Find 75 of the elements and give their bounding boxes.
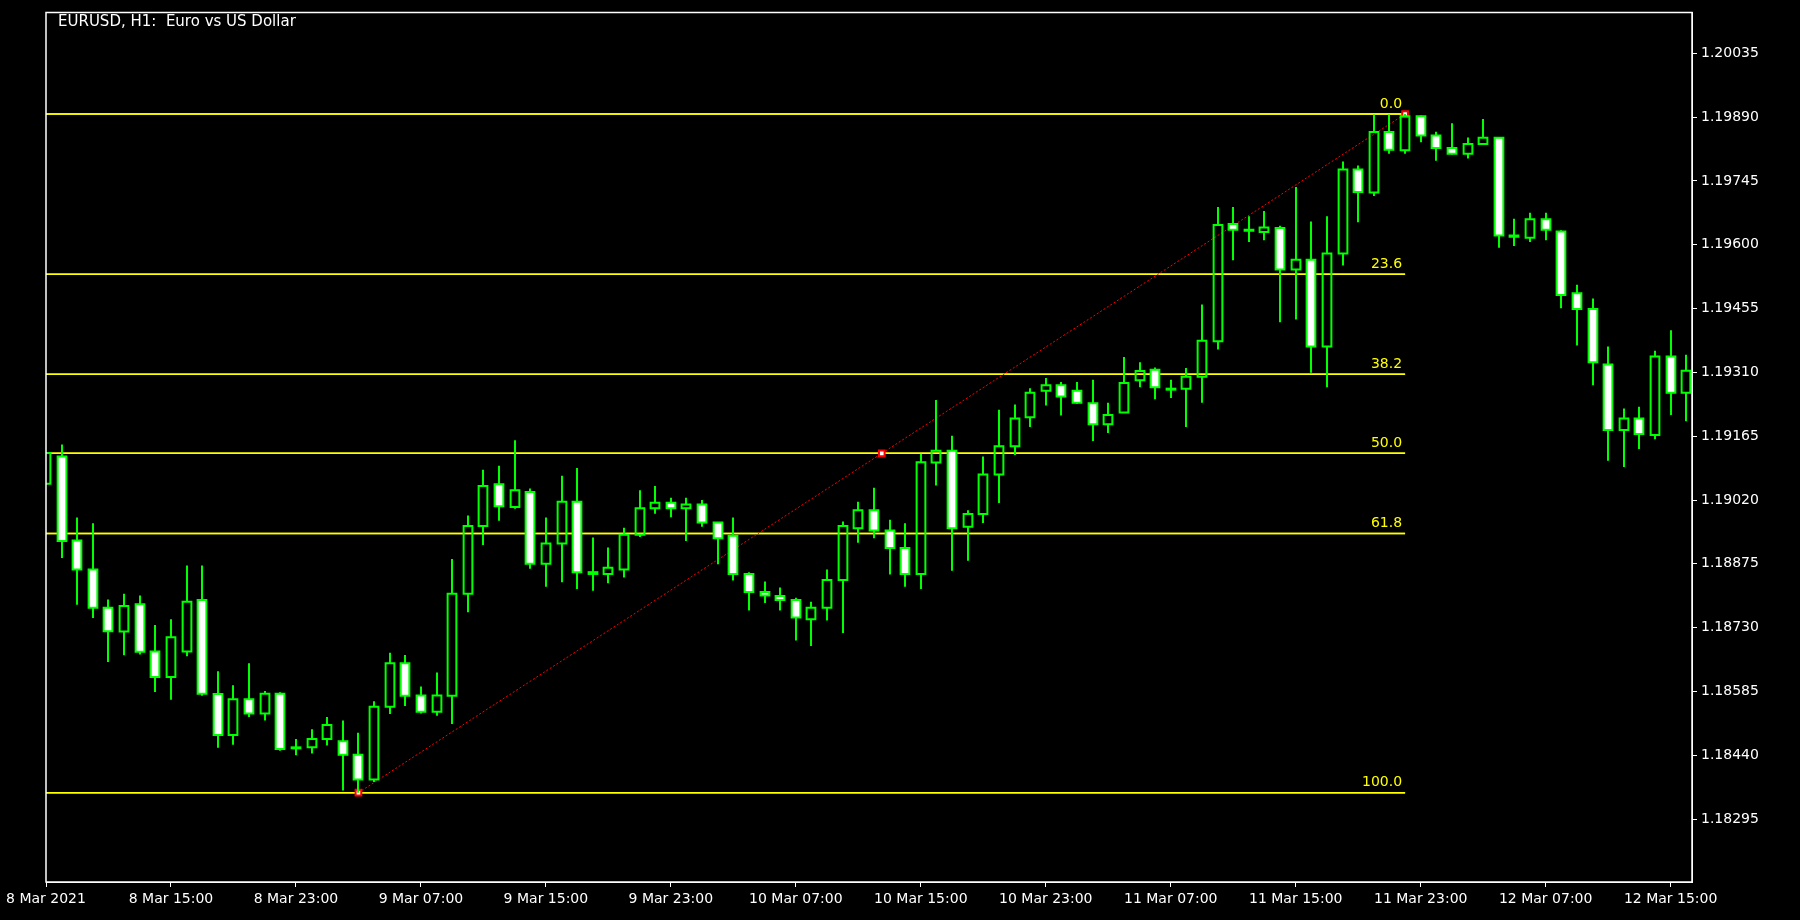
candlestick (1618, 407, 1630, 468)
y-tick-label: 1.20035 (1701, 43, 1759, 60)
candlestick (1102, 401, 1114, 435)
y-tick-label: 1.18585 (1701, 682, 1759, 699)
candlestick (1180, 366, 1192, 428)
candlestick (1196, 303, 1208, 404)
annotation: 61.8 (1370, 514, 1403, 531)
point (877, 449, 886, 458)
candlestick (540, 516, 552, 588)
candlestick (649, 484, 661, 515)
y-tick-label: 1.19455 (1701, 299, 1759, 316)
x-tick-label: 11 Mar 15:00 (1248, 890, 1343, 907)
candlestick (227, 684, 239, 746)
candlestick (1321, 215, 1333, 389)
y-tick-label: 1.19745 (1701, 171, 1759, 188)
x-tick-label: 9 Mar 23:00 (628, 890, 714, 907)
candlestick (509, 439, 521, 510)
candlestick (1258, 209, 1270, 242)
annotation: 100.0 (1361, 773, 1403, 790)
candlestick (1290, 186, 1302, 321)
candlestick (477, 468, 489, 546)
candlestick (977, 455, 989, 524)
x-tick-label: 12 Mar 07:00 (1498, 890, 1593, 907)
candlestick (930, 399, 942, 487)
y-tick-label: 1.19020 (1701, 490, 1759, 507)
x-tick-label: 11 Mar 07:00 (1124, 890, 1218, 907)
candlestick (165, 618, 177, 701)
x-tick-label: 12 Mar 15:00 (1623, 890, 1718, 907)
y-tick-label: 1.18875 (1701, 554, 1759, 571)
y-tick-label: 1.19165 (1701, 426, 1759, 443)
annotation: 50.0 (1370, 434, 1403, 450)
candlestick (1118, 355, 1130, 414)
y-tick-label: 1.19600 (1701, 235, 1759, 252)
candlestick (1477, 117, 1489, 145)
candlestick (118, 592, 130, 657)
candlestick (1212, 205, 1224, 351)
candlestick (446, 557, 458, 726)
candlestick (431, 671, 443, 717)
candlestick (602, 546, 614, 585)
annotation: 38.2 (1370, 354, 1403, 371)
candlestick (680, 496, 692, 542)
x-tick-label: 10 Mar 23:00 (999, 890, 1093, 907)
candlestick (181, 564, 193, 658)
y-tick-label: 1.18440 (1701, 745, 1759, 762)
candlestick (462, 514, 474, 614)
x-tick-label: 8 Mar 2021 (6, 890, 86, 907)
candlestick (837, 520, 849, 634)
y-tick-label: 1.18295 (1701, 809, 1759, 826)
x-tick-label: 9 Mar 15:00 (503, 890, 589, 907)
candlestick (1368, 113, 1380, 197)
candlestick (821, 568, 833, 622)
candlestick (993, 408, 1005, 505)
candlestick (1009, 403, 1021, 457)
y-tick-label: 1.19890 (1701, 107, 1759, 124)
candlestick (1024, 387, 1036, 428)
candlestick (1040, 377, 1052, 407)
y-tick-label: 1.18730 (1701, 618, 1759, 635)
y-tick-label: 1.19310 (1701, 363, 1759, 380)
candlestick (915, 452, 927, 590)
x-tick-label: 10 Mar 15:00 (874, 890, 968, 907)
candlestick (634, 489, 646, 538)
candlestick (852, 500, 864, 544)
x-tick-label: 11 Mar 23:00 (1373, 890, 1468, 907)
candlestick (556, 474, 568, 584)
candlestick (1337, 160, 1349, 267)
candlestick (805, 600, 817, 648)
x-tick-label: 8 Mar 15:00 (128, 890, 214, 907)
chart-title: EURUSD, H1: Euro vs US Dollar (58, 12, 296, 30)
annotation: 0.0 (1379, 94, 1403, 111)
x-tick-label: 9 Mar 07:00 (378, 890, 464, 907)
x-tick-label: 10 Mar 07:00 (749, 890, 843, 907)
candlestick (321, 715, 333, 747)
candlestick (962, 509, 974, 562)
x-tick-label: 8 Mar 23:00 (253, 890, 339, 907)
annotation: 23.6 (1370, 254, 1403, 271)
